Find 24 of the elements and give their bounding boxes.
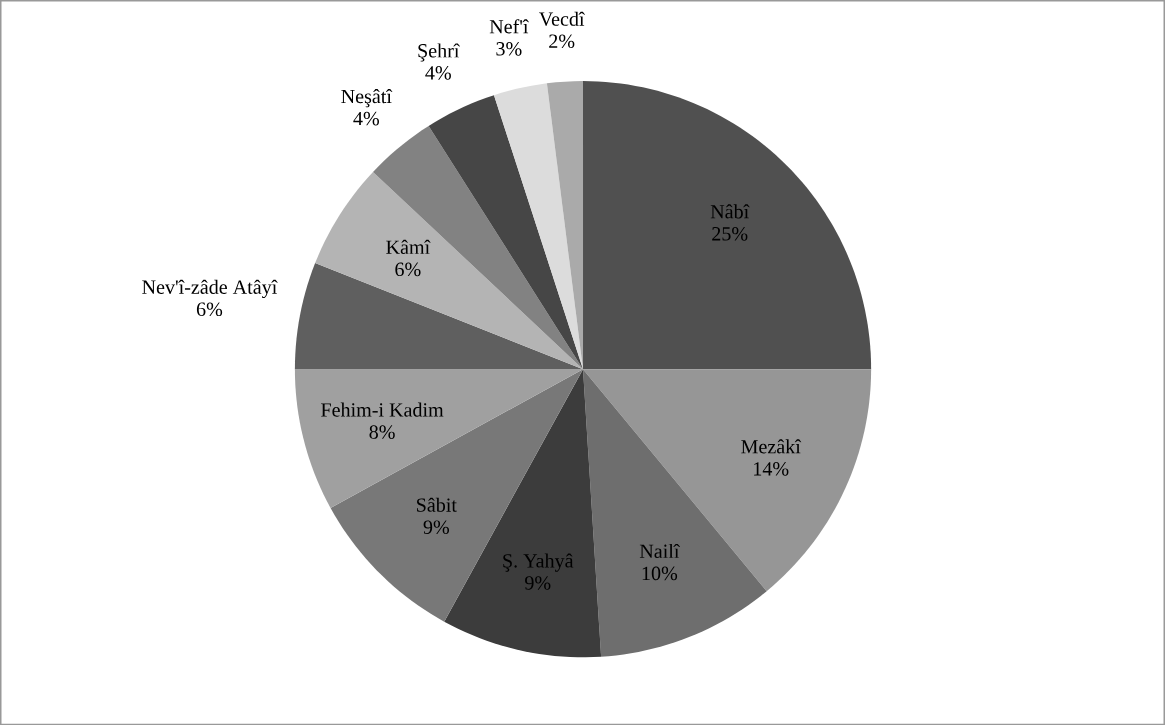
data-label: 25% <box>712 226 748 241</box>
slice-label: Neşâtî <box>341 88 393 108</box>
data-label: 2% <box>549 34 575 48</box>
data-label: 10% <box>642 566 678 581</box>
slice-label: Nev'î-zâde Atâyî <box>142 279 278 298</box>
data-label: 8% <box>369 425 395 439</box>
slice-label: Ş. Yahyâ <box>503 553 574 572</box>
slice-label: Kâmî <box>386 239 431 254</box>
data-label: 9% <box>525 576 551 590</box>
data-label: 4% <box>353 111 379 126</box>
data-label: 3% <box>496 41 522 56</box>
data-label: 4% <box>425 65 451 80</box>
slice-label: Vecdî <box>539 11 585 26</box>
data-label: 6% <box>196 302 223 316</box>
slice-label: Fehim-i Kadim <box>321 402 444 417</box>
data-label: 14% <box>754 461 789 476</box>
slice-label: Nef'î <box>489 19 529 34</box>
slice-label: Şehrî <box>418 43 460 62</box>
data-label: 9% <box>423 520 450 534</box>
slice-label: Mezâkî <box>741 439 802 454</box>
slice-label: Nâbî <box>710 204 750 219</box>
slice-label: Sâbit <box>417 497 457 512</box>
slice-label: Nailî <box>639 543 680 558</box>
data-label: 6% <box>395 262 421 277</box>
